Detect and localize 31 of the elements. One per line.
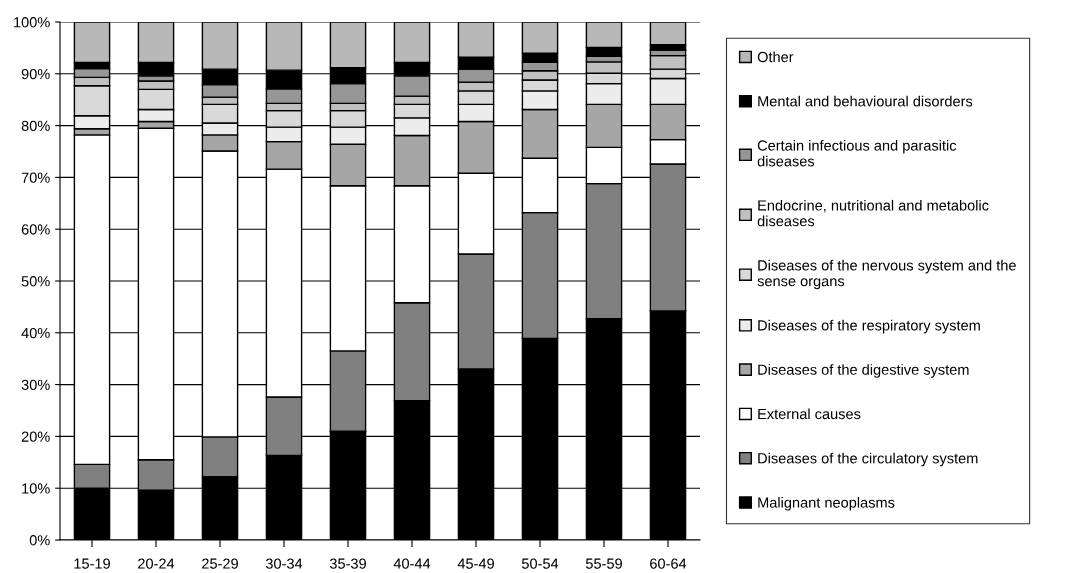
y-tick-label: 40% (21, 327, 50, 339)
y-tick-label: 50% (21, 276, 50, 287)
y-tick-label: 70% (21, 172, 50, 183)
legend-label: Diseases of the digestive system (758, 364, 969, 378)
x-tick-label: 55-59 (585, 558, 622, 569)
x-tick-label: 45-49 (457, 558, 494, 569)
legend-label: Malignant neoplasms (758, 497, 895, 511)
y-tick-label: 0% (29, 535, 50, 546)
y-tick-label: 80% (21, 120, 50, 132)
x-tick-label: 30-34 (265, 558, 303, 569)
x-tick-label: 50-54 (521, 558, 559, 569)
y-tick-label: 10% (22, 483, 50, 494)
y-tick-label: 60% (21, 224, 50, 235)
legend-label: Other (757, 51, 794, 63)
x-tick-label: 20-24 (138, 558, 175, 569)
y-tick-label: 30% (21, 379, 50, 391)
legend-label: External causes (758, 408, 861, 420)
legend-label: Diseases of the respiratory system (758, 319, 980, 334)
legend-label: Diseases of the circulatory system (758, 452, 978, 467)
y-tick-label: 100% (14, 17, 50, 28)
legend-label: Endocrine, nutritional and metabolic diseases (757, 199, 989, 227)
y-tick-label: 20% (21, 431, 50, 442)
x-tick-label: 40-44 (393, 558, 431, 569)
x-tick-label: 15-19 (74, 558, 110, 569)
legend-label: Diseases of the nervous system and the sense organs (757, 259, 1016, 290)
x-tick-label: 35-39 (329, 558, 366, 569)
x-tick-label: 25-29 (202, 558, 238, 569)
y-tick-label: 90% (21, 68, 50, 80)
x-tick-label: 60-64 (650, 558, 687, 569)
legend-label: Certain infectious and parasitic diseases (757, 139, 957, 167)
legend-label: Mental and behavioural disorders (758, 95, 973, 107)
